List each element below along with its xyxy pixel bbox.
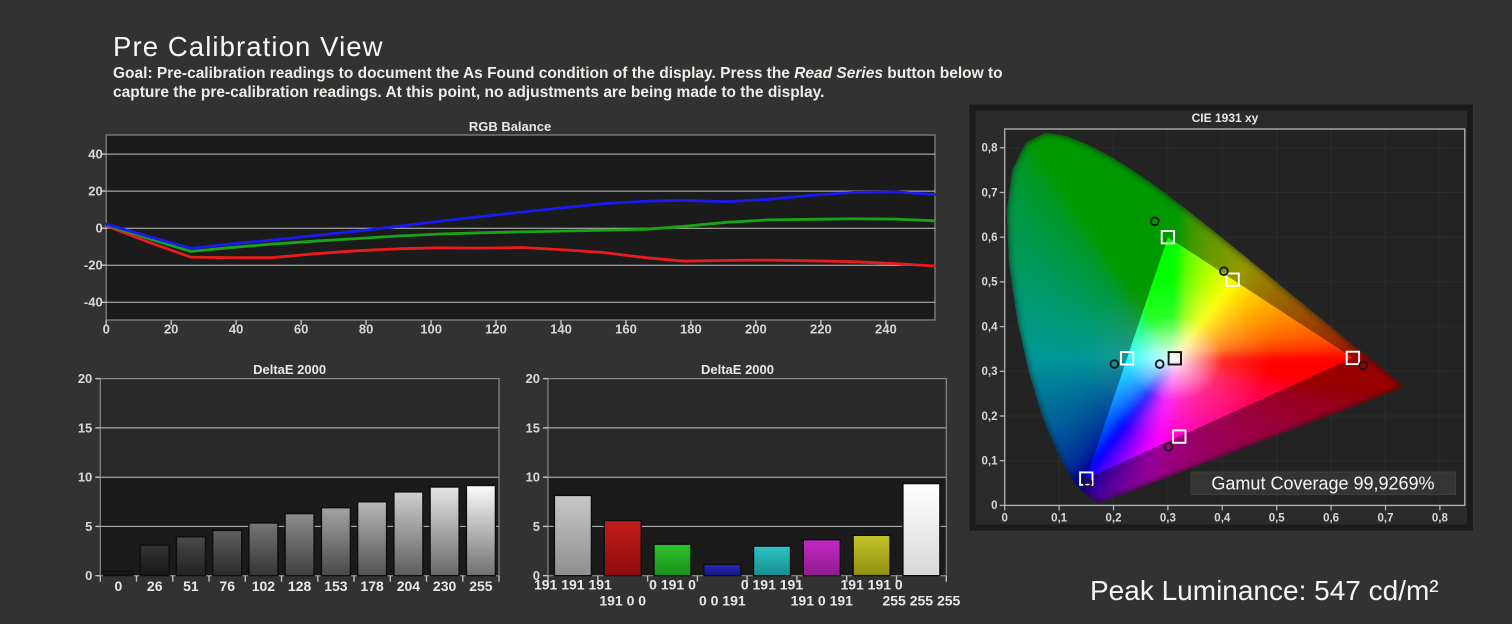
svg-text:0,5: 0,5 [1269, 513, 1286, 525]
svg-text:255 255 255: 255 255 255 [882, 593, 960, 609]
svg-text:0,5: 0,5 [982, 277, 999, 289]
svg-text:153: 153 [324, 578, 348, 594]
svg-text:0 191 191: 0 191 191 [741, 577, 803, 593]
svg-text:10: 10 [78, 470, 92, 485]
svg-text:0,8: 0,8 [1432, 513, 1449, 525]
svg-text:255: 255 [469, 578, 493, 594]
svg-text:80: 80 [359, 322, 373, 337]
svg-text:0,2: 0,2 [1106, 513, 1122, 525]
svg-text:240: 240 [875, 322, 897, 337]
svg-text:100: 100 [420, 322, 442, 337]
svg-text:191 191 0: 191 191 0 [840, 577, 902, 593]
svg-text:0,7: 0,7 [1378, 513, 1394, 525]
svg-text:CIE 1931 xy: CIE 1931 xy [1192, 111, 1259, 125]
svg-text:0: 0 [991, 500, 997, 512]
svg-text:0 0 191: 0 0 191 [699, 593, 746, 609]
svg-text:0,6: 0,6 [1323, 513, 1339, 525]
svg-text:26: 26 [147, 578, 163, 594]
svg-text:180: 180 [680, 322, 702, 337]
svg-text:5: 5 [85, 519, 92, 534]
svg-text:0,7: 0,7 [982, 187, 998, 199]
svg-text:191 0 191: 191 0 191 [791, 593, 853, 609]
svg-text:128: 128 [288, 578, 312, 594]
svg-text:60: 60 [294, 322, 308, 337]
svg-text:20: 20 [88, 183, 102, 198]
svg-text:40: 40 [229, 322, 243, 337]
svg-text:51: 51 [183, 578, 199, 594]
svg-text:76: 76 [219, 578, 235, 594]
svg-text:0: 0 [1001, 513, 1007, 525]
svg-text:0,1: 0,1 [1051, 513, 1068, 525]
svg-text:15: 15 [78, 420, 92, 435]
svg-text:20: 20 [78, 371, 92, 386]
svg-text:0: 0 [85, 568, 92, 583]
svg-text:40: 40 [88, 146, 102, 161]
svg-text:0,3: 0,3 [982, 366, 998, 378]
svg-text:200: 200 [745, 322, 767, 337]
svg-text:120: 120 [485, 322, 507, 337]
svg-text:102: 102 [252, 578, 276, 594]
svg-text:0 191 0: 0 191 0 [649, 577, 696, 593]
svg-text:DeltaE 2000: DeltaE 2000 [701, 362, 774, 377]
svg-text:RGB Balance: RGB Balance [469, 119, 551, 134]
svg-text:204: 204 [397, 578, 421, 594]
svg-text:10: 10 [526, 470, 540, 485]
svg-text:0: 0 [95, 220, 102, 235]
svg-text:0,6: 0,6 [982, 232, 998, 244]
svg-text:230: 230 [433, 578, 457, 594]
svg-text:0: 0 [533, 568, 540, 583]
svg-text:-40: -40 [84, 295, 103, 310]
svg-text:160: 160 [615, 322, 637, 337]
svg-text:0: 0 [103, 322, 110, 337]
svg-text:Gamut Coverage 99,9269%: Gamut Coverage 99,9269% [1211, 474, 1434, 494]
svg-text:0,2: 0,2 [982, 411, 998, 423]
svg-text:20: 20 [164, 322, 178, 337]
svg-text:0: 0 [115, 578, 123, 594]
svg-text:5: 5 [533, 519, 540, 534]
svg-text:20: 20 [526, 371, 540, 386]
svg-text:15: 15 [526, 420, 540, 435]
svg-text:0,1: 0,1 [982, 456, 999, 468]
svg-text:-20: -20 [84, 257, 103, 272]
svg-text:140: 140 [550, 322, 572, 337]
svg-text:0,8: 0,8 [982, 143, 999, 155]
svg-text:0,4: 0,4 [982, 321, 999, 333]
svg-text:191 191 191: 191 191 191 [534, 577, 612, 593]
svg-text:DeltaE 2000: DeltaE 2000 [253, 362, 326, 377]
svg-text:191 0 0: 191 0 0 [599, 593, 646, 609]
svg-text:0,4: 0,4 [1214, 513, 1231, 525]
svg-text:178: 178 [360, 578, 384, 594]
svg-text:0,3: 0,3 [1160, 513, 1176, 525]
svg-text:220: 220 [810, 322, 832, 337]
